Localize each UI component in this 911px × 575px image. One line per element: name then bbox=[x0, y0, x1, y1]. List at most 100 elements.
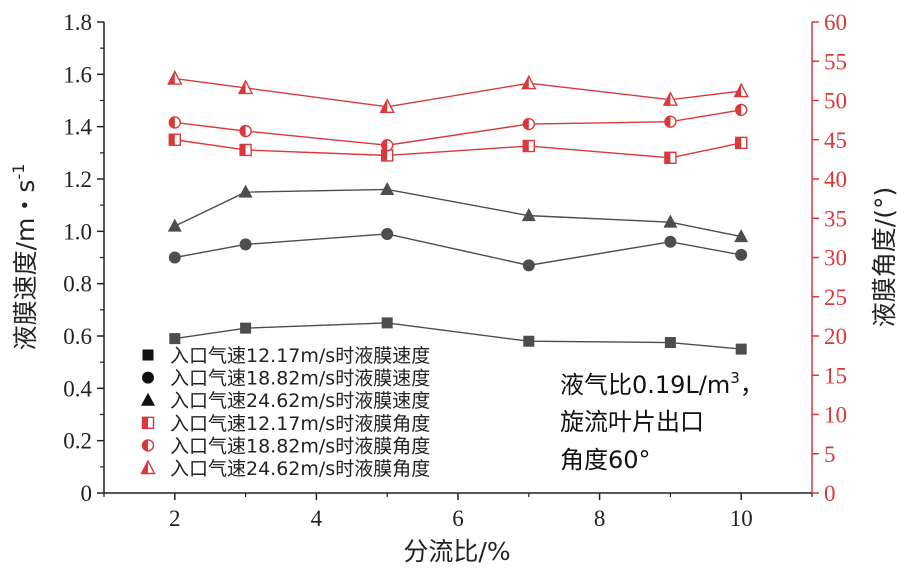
legend-item: 入口气速24.62m/s时液膜角度 bbox=[140, 458, 430, 480]
series-4 bbox=[168, 133, 748, 165]
y2-tick-label: 15 bbox=[824, 363, 847, 388]
data-point bbox=[167, 218, 182, 232]
x-tick-label: 6 bbox=[452, 506, 464, 531]
y2-tick-label: 55 bbox=[824, 49, 847, 74]
marker-square bbox=[664, 337, 676, 349]
marker-triangle bbox=[521, 208, 536, 222]
data-point bbox=[523, 335, 535, 347]
marker-half-square-fill bbox=[735, 137, 742, 149]
legend-marker bbox=[141, 439, 155, 452]
ticks: 2 4 6 8 10 0 0.2 0.4 0.6 0.8 1.0 1.2 1.4 1.6 1.8 0 5 10 15… bbox=[63, 10, 847, 531]
series-line bbox=[174, 188, 742, 238]
marker-half-triangle-fill bbox=[734, 84, 742, 97]
y2-tick-label: 45 bbox=[824, 128, 847, 153]
data-point bbox=[167, 70, 183, 85]
annotation-line-1-sup: 3 bbox=[730, 369, 740, 387]
legend-marker bbox=[141, 392, 155, 406]
series-1 bbox=[169, 317, 747, 355]
data-point bbox=[381, 139, 394, 152]
marker-triangle bbox=[380, 181, 395, 195]
marker-half-triangle-fill bbox=[522, 76, 529, 89]
annotation-line-1-main: 液气比0.19L/m bbox=[560, 371, 730, 399]
legend: 入口气速12.17m/s时液膜速度入口气速18.82m/s时液膜速度入口气速24… bbox=[140, 345, 430, 480]
marker-half-circle-fill bbox=[664, 116, 671, 128]
marker-half-triangle-fill bbox=[380, 99, 388, 113]
y-axis-title-main: 液膜速度/m・s bbox=[11, 180, 40, 351]
marker-half-triangle-fill bbox=[168, 71, 175, 85]
marker-circle bbox=[664, 235, 677, 248]
marker-half-circle-fill bbox=[169, 116, 175, 128]
y2-tick-label: 20 bbox=[824, 324, 847, 349]
data-point bbox=[239, 143, 252, 157]
series-line bbox=[174, 109, 742, 146]
marker-half-square-fill bbox=[381, 149, 388, 161]
data-point bbox=[381, 227, 394, 240]
y2-tick-label: 10 bbox=[824, 403, 847, 428]
data-point bbox=[735, 343, 747, 355]
marker-square bbox=[381, 317, 393, 329]
marker-half-circle-fill bbox=[381, 139, 388, 151]
x-tick-label: 4 bbox=[311, 506, 323, 531]
marker-circle bbox=[142, 371, 154, 384]
marker-square bbox=[523, 335, 535, 347]
data-point bbox=[379, 98, 395, 113]
legend-label: 入口气速12.17m/s时液膜角度 bbox=[170, 413, 430, 435]
y2-tick-label: 0 bbox=[824, 481, 836, 506]
x-tick-label: 2 bbox=[169, 506, 181, 531]
marker-half-square-fill bbox=[664, 152, 671, 164]
marker-circle bbox=[381, 227, 394, 240]
y-tick-label: 0.4 bbox=[63, 376, 92, 401]
y2-tick-label: 40 bbox=[824, 167, 847, 192]
data-point bbox=[237, 79, 254, 95]
marker-circle bbox=[168, 251, 181, 264]
data-point bbox=[380, 181, 395, 195]
marker-circle bbox=[239, 238, 252, 251]
marker-square bbox=[142, 349, 154, 361]
series-line bbox=[174, 139, 742, 159]
legend-label: 入口气速18.82m/s时液膜角度 bbox=[170, 435, 430, 457]
marker-circle bbox=[735, 248, 748, 261]
legend-label: 入口气速18.82m/s时液膜速度 bbox=[170, 368, 430, 390]
marker-half-triangle-fill bbox=[239, 80, 246, 94]
y-tick-label: 1.6 bbox=[63, 62, 92, 87]
x-tick-label: 10 bbox=[730, 506, 753, 531]
data-point bbox=[735, 136, 748, 150]
legend-marker bbox=[142, 349, 154, 361]
annotation-line-3: 角度60° bbox=[560, 446, 651, 474]
marker-triangle bbox=[238, 184, 253, 198]
marker-square bbox=[735, 343, 747, 355]
marker-half-square-fill bbox=[169, 134, 175, 146]
data-point bbox=[521, 74, 537, 90]
y-tick-label: 0 bbox=[81, 481, 93, 506]
y-axis-title-sup: -1 bbox=[9, 164, 28, 180]
y2-tick-label: 5 bbox=[824, 442, 836, 467]
data-point bbox=[733, 82, 749, 98]
y-tick-label: 0.8 bbox=[63, 272, 92, 297]
series-line bbox=[174, 233, 742, 267]
y2-tick-label: 50 bbox=[824, 89, 847, 114]
data-point bbox=[169, 333, 181, 345]
marker-half-circle-fill bbox=[735, 104, 742, 116]
y-tick-label: 0.2 bbox=[63, 429, 92, 454]
legend-label: 入口气速24.62m/s时液膜速度 bbox=[170, 390, 430, 412]
data-point bbox=[664, 151, 677, 165]
series-3 bbox=[167, 181, 749, 243]
data-point bbox=[662, 91, 679, 106]
marker-half-triangle-fill bbox=[663, 92, 671, 106]
data-point bbox=[664, 235, 677, 248]
annotation: 液气比0.19L/m3， 旋流叶片出口 角度60° bbox=[560, 369, 764, 474]
data-point bbox=[168, 133, 182, 146]
y-tick-label: 1.0 bbox=[63, 219, 92, 244]
series-2 bbox=[168, 227, 748, 272]
data-point bbox=[522, 117, 535, 131]
y-tick-label: 1.2 bbox=[63, 167, 92, 192]
data-point bbox=[239, 124, 252, 138]
series-6 bbox=[167, 70, 749, 113]
y-tick-label: 1.4 bbox=[63, 115, 92, 140]
data-point bbox=[735, 103, 748, 117]
legend-item: 入口气速12.17m/s时液膜角度 bbox=[141, 413, 430, 435]
annotation-line-1-suffix: ， bbox=[740, 371, 764, 399]
data-point bbox=[238, 184, 253, 198]
marker-triangle bbox=[734, 229, 749, 243]
legend-item: 入口气速18.82m/s时液膜角度 bbox=[141, 435, 430, 457]
